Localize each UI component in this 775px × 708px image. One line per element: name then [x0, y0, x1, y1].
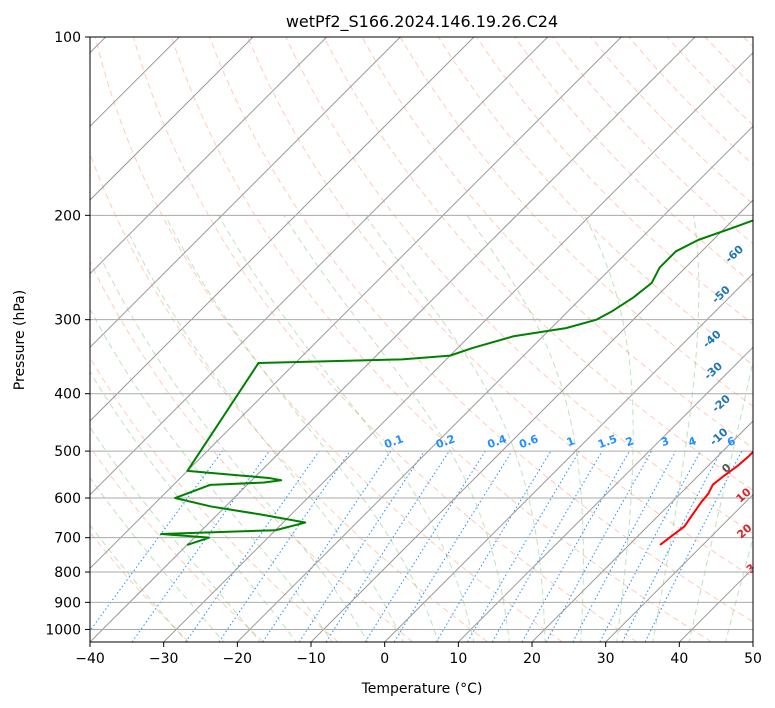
isotherm-line [90, 37, 696, 642]
x-tick-label: −30 [149, 651, 179, 667]
moist-adiabat-line [90, 524, 188, 642]
isotherm-line [531, 420, 753, 642]
x-tick-label: 20 [523, 651, 541, 667]
mixing-ratio-line [262, 450, 392, 642]
moist-adiabat-line [90, 426, 261, 642]
mixing-ratio-label: 1 [565, 434, 577, 449]
x-tick-label: 50 [744, 651, 762, 667]
x-axis-label: Temperature (°C) [361, 681, 483, 697]
y-tick-label: 900 [54, 595, 81, 611]
y-tick-label: 400 [54, 387, 81, 403]
mixing-ratio-line [325, 450, 450, 642]
plot-frame [89, 36, 754, 643]
moist-adiabat-line [466, 215, 584, 642]
dry-adiabat-line [94, 37, 563, 642]
y-tick-label: 600 [54, 491, 81, 507]
series-line-2 [160, 219, 753, 546]
mixing-ratio-label: 6 [725, 434, 737, 449]
y-tick-label: 1000 [45, 622, 81, 638]
dry-adiabat-line [209, 37, 753, 623]
isotherm-line [90, 37, 328, 275]
mixing-ratio-label: 0.2 [434, 432, 457, 451]
mixing-ratio-label: 0.6 [517, 432, 540, 451]
y-tick-label: 300 [54, 313, 81, 329]
mixing-ratio-line [298, 450, 425, 642]
moist-adiabat-line [90, 476, 225, 642]
isotherm-line [310, 199, 753, 642]
moist-adiabat-line [583, 215, 634, 642]
dry-adiabat-line [628, 37, 753, 166]
moist-adiabat-label: 30 [744, 556, 764, 576]
x-tick-label: 0 [380, 651, 389, 667]
dry-adiabat-line [90, 260, 414, 642]
x-tick-label: −10 [296, 651, 326, 667]
dry-adiabat-line [90, 446, 264, 642]
axes: −40 −30 −20 −10 0 10 20 30 40 5010020030040050060… [45, 30, 762, 667]
mixing-ratio-line [90, 450, 223, 632]
y-tick-label: 100 [54, 30, 81, 46]
isotherm-line [90, 37, 254, 201]
x-tick-label: 10 [449, 651, 467, 667]
isotherm-line [90, 37, 401, 349]
mixing-ratio-label: 0.4 [486, 432, 509, 451]
y-tick-label: 500 [54, 444, 81, 460]
mixing-ratio-line [218, 450, 351, 642]
moist-adiabat-line [90, 308, 333, 642]
x-tick-label: 30 [597, 651, 615, 667]
mixing-ratio-line [185, 450, 320, 642]
moist-adiabat-line [364, 215, 546, 642]
dry-adiabat-line [323, 37, 753, 491]
x-tick-label: −40 [75, 651, 105, 667]
y-axis-label: Pressure (hPa) [12, 290, 28, 390]
moist-adiabat-line [90, 370, 297, 642]
mixing-ratio-label: 3 [659, 434, 671, 449]
isotherm-line [384, 272, 753, 642]
isotherm-line [90, 37, 475, 422]
dry-adiabat-line [399, 37, 753, 407]
moist-adiabat-line [652, 215, 700, 642]
mixing-ratio-line [393, 450, 513, 642]
x-tick-label: 40 [670, 651, 688, 667]
mixing-ratio-label: 0.1 [382, 432, 405, 451]
isotherm-line [457, 346, 753, 642]
dry-adiabat-line [132, 37, 638, 642]
plot-area [90, 37, 753, 642]
x-tick-label: −20 [223, 651, 253, 667]
chart-title: wetPf2_S166.2024.146.19.26.C24 [286, 12, 558, 32]
mixing-ratio-line [545, 450, 653, 642]
isotherm-line [236, 125, 753, 642]
dry-adiabat-line [514, 37, 753, 285]
mixing-ratio-line [572, 450, 677, 642]
moist-adiabat-label: 20 [734, 521, 754, 541]
mixing-ratio-line [644, 450, 743, 642]
mixing-ratio-label: 2 [624, 434, 636, 449]
series-line-1 [659, 450, 753, 546]
isotherm-line [605, 493, 753, 642]
moist-adiabat-line [218, 215, 475, 642]
y-tick-label: 800 [54, 565, 81, 581]
isotherm-line [163, 51, 753, 642]
dry-adiabat-line [247, 37, 753, 578]
y-tick-label: 200 [54, 208, 81, 224]
isotherm-line [90, 37, 549, 496]
dry-adiabat-line [476, 37, 753, 325]
moist-adiabat-line [283, 215, 510, 642]
isotherm-line [90, 37, 622, 570]
mixing-ratio-label: 4 [686, 434, 698, 449]
mixing-ratio-label: 1.5 [596, 432, 619, 451]
mixing-ratio-line [131, 450, 270, 642]
mixing-ratio-label: 8 [751, 434, 763, 449]
y-tick-label: 700 [54, 531, 81, 547]
mixing-ratio-line [521, 450, 630, 642]
moist-adiabat-line [164, 215, 439, 642]
